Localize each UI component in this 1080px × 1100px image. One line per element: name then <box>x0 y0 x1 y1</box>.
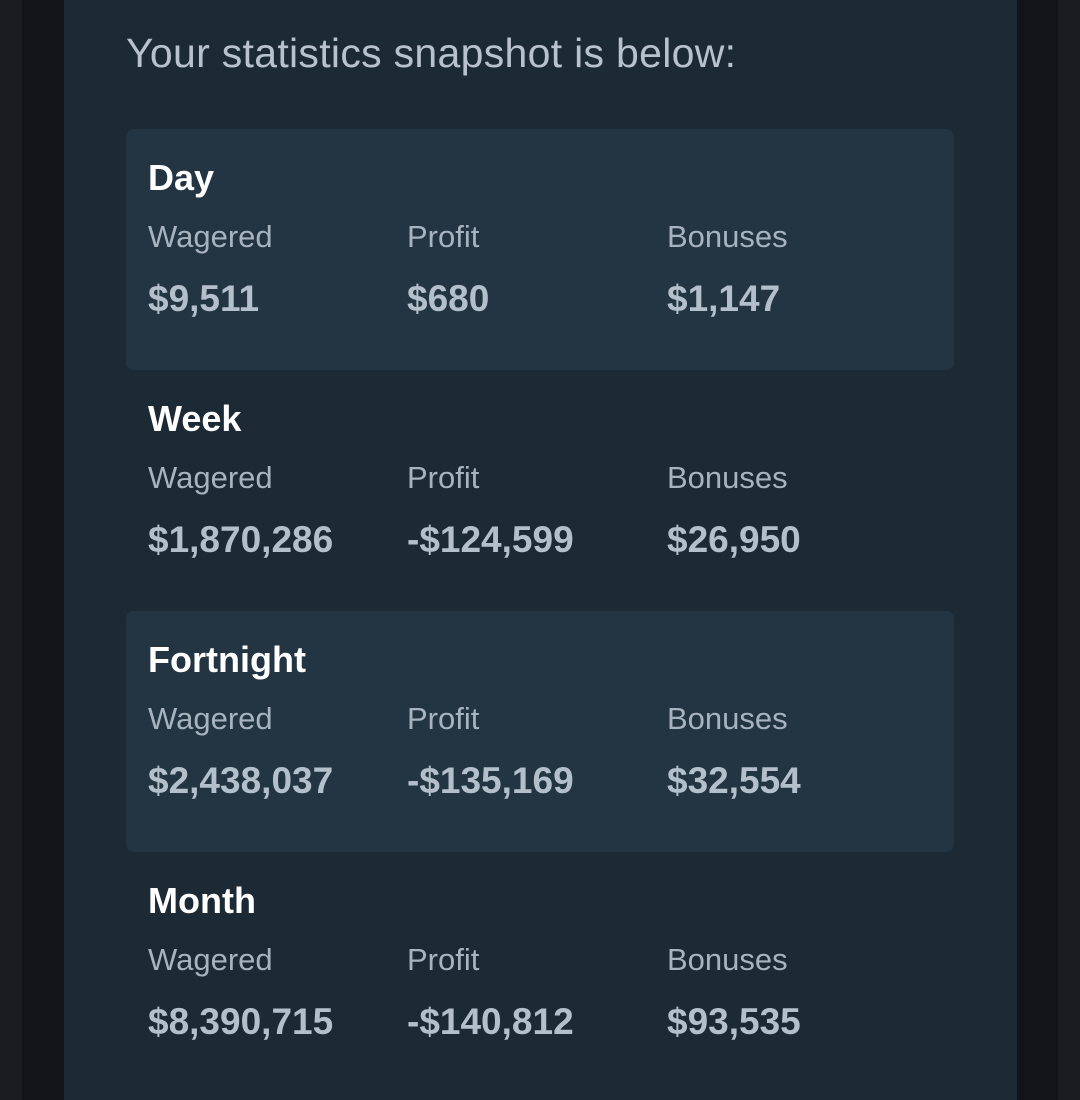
stat-label: Bonuses <box>667 942 788 977</box>
stat-value: -$124,599 <box>407 519 574 560</box>
stat-label: Profit <box>407 460 480 495</box>
stat-label: Wagered <box>148 460 273 495</box>
stat-label: Wagered <box>148 701 273 736</box>
stat-value: -$135,169 <box>407 760 574 801</box>
stat-label: Bonuses <box>667 460 788 495</box>
period-title: Month <box>148 880 256 921</box>
stat-value: $1,147 <box>667 278 781 319</box>
stat-label: Wagered <box>148 942 273 977</box>
stat-wagered: Wagered $2,438,037 <box>148 699 333 803</box>
intro-text: Your statistics snapshot is below: <box>126 30 737 76</box>
stat-label: Profit <box>407 942 480 977</box>
period-title: Day <box>148 157 215 198</box>
stat-profit: Profit $680 <box>407 217 489 321</box>
stat-label: Profit <box>407 219 480 254</box>
stat-value: $2,438,037 <box>148 760 334 801</box>
stat-label: Bonuses <box>667 219 788 254</box>
stats-card-fortnight: Fortnight Wagered $2,438,037 Profit -$13… <box>126 611 954 852</box>
stat-bonuses: Bonuses $26,950 <box>667 458 801 562</box>
stat-value: $93,535 <box>667 1001 801 1042</box>
stat-bonuses: Bonuses $32,554 <box>667 699 801 803</box>
stat-wagered: Wagered $8,390,715 <box>148 940 333 1044</box>
stat-wagered: Wagered $9,511 <box>148 217 273 321</box>
stat-profit: Profit -$135,169 <box>407 699 574 803</box>
stats-card-day: Day Wagered $9,511 Profit $680 Bonuses $… <box>126 129 954 370</box>
stat-label: Bonuses <box>667 701 788 736</box>
stat-label: Profit <box>407 701 480 736</box>
stat-value: $9,511 <box>148 278 260 319</box>
stat-value: $26,950 <box>667 519 801 560</box>
stat-profit: Profit -$140,812 <box>407 940 574 1044</box>
stat-bonuses: Bonuses $93,535 <box>667 940 801 1044</box>
stat-value: $680 <box>407 278 490 319</box>
stat-value: $8,390,715 <box>148 1001 334 1042</box>
stats-card-week: Week Wagered $1,870,286 Profit -$124,599… <box>126 370 954 611</box>
stat-profit: Profit -$124,599 <box>407 458 574 562</box>
stats-card-month: Month Wagered $8,390,715 Profit -$140,81… <box>126 852 954 1093</box>
period-title: Week <box>148 398 242 439</box>
stat-value: -$140,812 <box>407 1001 574 1042</box>
period-title: Fortnight <box>148 639 306 680</box>
stat-value: $1,870,286 <box>148 519 334 560</box>
stat-label: Wagered <box>148 219 273 254</box>
stat-bonuses: Bonuses $1,147 <box>667 217 788 321</box>
stat-value: $32,554 <box>667 760 801 801</box>
stat-wagered: Wagered $1,870,286 <box>148 458 333 562</box>
